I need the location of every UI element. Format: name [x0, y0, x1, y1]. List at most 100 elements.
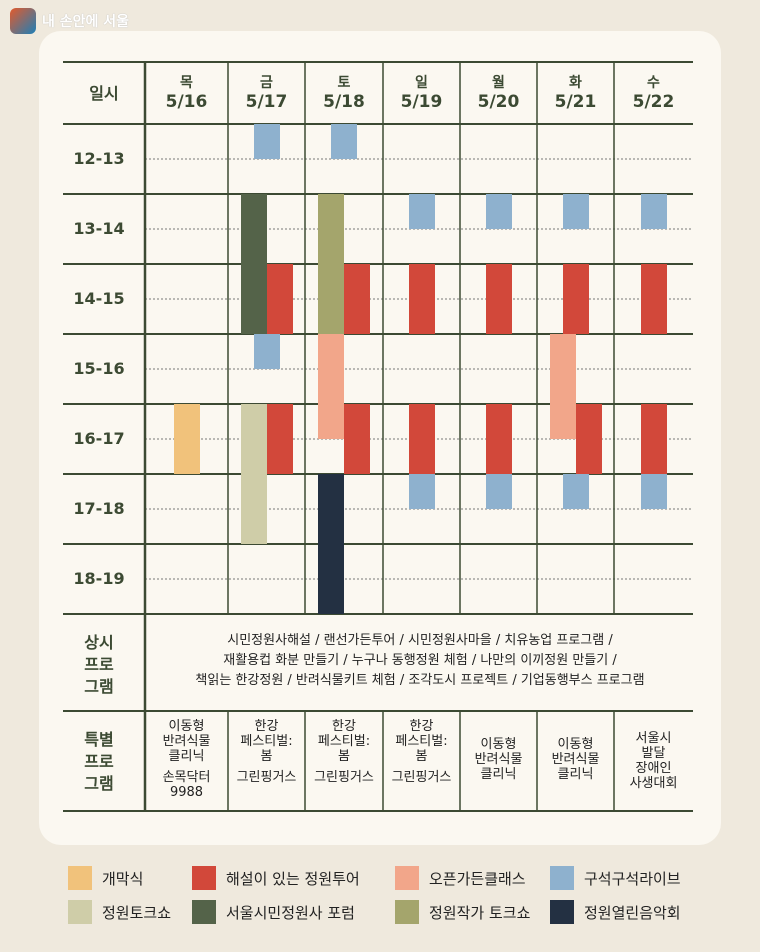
legend-swatch [68, 900, 92, 924]
special-program-title-line: 봄 [260, 749, 273, 764]
legend-swatch [192, 900, 216, 924]
special-program-title-line: 페스티벌: [317, 734, 371, 749]
special-program-title-line: 봄 [415, 749, 428, 764]
day-of-week: 수 [647, 75, 660, 91]
legend-item-opening: 개막식 [68, 866, 143, 890]
program-bar-open-garden-class [318, 334, 344, 439]
special-program-title-line: 이동형 [557, 737, 594, 752]
legend-item-garden-talk: 정원토크쇼 [68, 900, 171, 924]
day-of-week: 금 [260, 75, 273, 91]
special-program-cell: 서울시 발달 장애인 사생대회 [614, 731, 693, 791]
time-slot-label: 16-17 [73, 429, 125, 448]
special-program-title-line: 클리닉 [168, 749, 205, 764]
day-of-week: 월 [492, 75, 505, 91]
regular-label-line: 프로 [84, 655, 114, 674]
program-bar-corner-live [253, 124, 280, 159]
time-slot-label: 14-15 [73, 289, 125, 308]
regular-program-line: 재활용컵 화분 만들기 / 누구나 동행정원 체험 / 나만의 이끼정원 만들기… [223, 653, 617, 668]
program-bar-open-garden-class [549, 334, 576, 439]
program-bar-guided-tour [408, 404, 435, 474]
legend-item-concert: 정원열린음악회 [550, 900, 681, 924]
special-program-title-line: 발달 [641, 746, 666, 761]
day-header: 일 5/19 [383, 74, 460, 112]
regular-label-line: 그램 [84, 677, 114, 696]
legend-label: 서울시민정원사 포럼 [226, 903, 355, 922]
program-bar-corner-live [562, 474, 589, 509]
day-date: 5/18 [323, 92, 365, 112]
special-program-title-line: 한강 [254, 719, 279, 734]
legend-item-artist-talk: 정원작가 토크쇼 [395, 900, 530, 924]
regular-program-list: 시민정원사해설 / 랜선가든투어 / 시민정원사마을 / 치유농업 프로그램 /… [150, 631, 690, 691]
program-bar-guided-tour [640, 404, 667, 474]
day-date: 5/16 [165, 92, 208, 112]
program-bar-corner-live [562, 194, 589, 229]
special-program-title-line: 반려식물 [551, 752, 600, 767]
day-of-week: 목 [180, 75, 193, 91]
program-bar-corner-live [640, 194, 667, 229]
legend-swatch [395, 866, 419, 890]
program-bar-guided-tour [266, 404, 293, 474]
program-bar-concert [318, 474, 344, 614]
time-slot-label: 15-16 [73, 359, 125, 378]
time-slot-label: 12-13 [73, 149, 125, 168]
program-bar-guided-tour [485, 264, 512, 334]
program-bar-guided-tour [640, 264, 667, 334]
program-bar-garden-talk [240, 404, 267, 544]
special-program-sub-line: 그린핑거스 [236, 770, 297, 785]
regular-program-line: 책읽는 한강정원 / 반려식물키트 체험 / 조각도시 프로젝트 / 기업동행부… [195, 673, 645, 688]
program-bar-guided-tour [266, 264, 293, 334]
legend-item-guided-tour: 해설이 있는 정원투어 [192, 866, 360, 890]
special-program-title-line: 반려식물 [162, 734, 211, 749]
day-date: 5/20 [477, 92, 520, 112]
time-slot-label: 17-18 [73, 499, 125, 518]
special-program-sub-line: 9988 [169, 785, 204, 800]
special-program-title-line: 봄 [338, 749, 350, 764]
special-program-title-line: 장애인 [635, 761, 672, 776]
special-program-title-line: 페스티벌: [240, 734, 293, 749]
program-bar-guided-tour [344, 264, 370, 334]
time-slot-label: 18-19 [73, 569, 125, 588]
legend-label: 오픈가든클래스 [429, 869, 526, 888]
legend-label: 개막식 [102, 869, 144, 888]
special-program-cell: 이동형 반려식물 클리닉 [537, 737, 614, 782]
special-program-label: 특별 프로 그램 [63, 729, 135, 795]
day-of-week: 화 [569, 75, 582, 91]
logo-text: 내 손안에 서울 [42, 14, 130, 30]
legend-label: 정원토크쇼 [102, 903, 172, 922]
day-header: 금 5/17 [228, 74, 305, 112]
special-program-title-line: 한강 [409, 719, 434, 734]
special-program-cell: 한강 페스티벌: 봄 그린핑거스 [305, 719, 383, 785]
legend-swatch [68, 866, 92, 890]
special-program-title-line: 이동형 [168, 719, 205, 734]
seoul-logo-icon [10, 8, 36, 34]
program-bar-corner-live [253, 334, 280, 369]
time-slot-label: 13-14 [73, 219, 125, 238]
special-program-sub-line: 손목닥터 [162, 770, 211, 785]
special-program-title-line: 한강 [332, 719, 356, 734]
legend-item-citizen-forum: 서울시민정원사 포럼 [192, 900, 355, 924]
program-bar-guided-tour [485, 404, 512, 474]
day-date: 5/19 [400, 92, 443, 112]
day-header: 화 5/21 [537, 74, 614, 112]
special-program-title-line: 클리닉 [480, 767, 517, 782]
special-label-line: 그램 [84, 774, 114, 793]
header-corner: 일시 [89, 84, 119, 103]
program-bar-opening [173, 404, 200, 474]
day-header: 토 5/18 [305, 74, 383, 112]
legend-swatch [550, 866, 574, 890]
special-program-title-line: 사생대회 [629, 776, 678, 791]
day-header: 목 5/16 [145, 74, 228, 112]
regular-program-line: 시민정원사해설 / 랜선가든투어 / 시민정원사마을 / 치유농업 프로그램 / [227, 633, 613, 648]
day-of-week: 토 [337, 75, 351, 91]
day-date: 5/22 [632, 92, 675, 112]
day-header: 월 5/20 [460, 74, 537, 112]
special-program-cell: 이동형 반려식물 클리닉 [460, 737, 537, 782]
legend-label: 구석구석라이브 [584, 869, 681, 888]
regular-label-line: 상시 [84, 633, 114, 652]
program-bar-corner-live [485, 474, 512, 509]
legend-label: 해설이 있는 정원투어 [226, 869, 360, 888]
legend-label: 정원열린음악회 [584, 903, 681, 922]
